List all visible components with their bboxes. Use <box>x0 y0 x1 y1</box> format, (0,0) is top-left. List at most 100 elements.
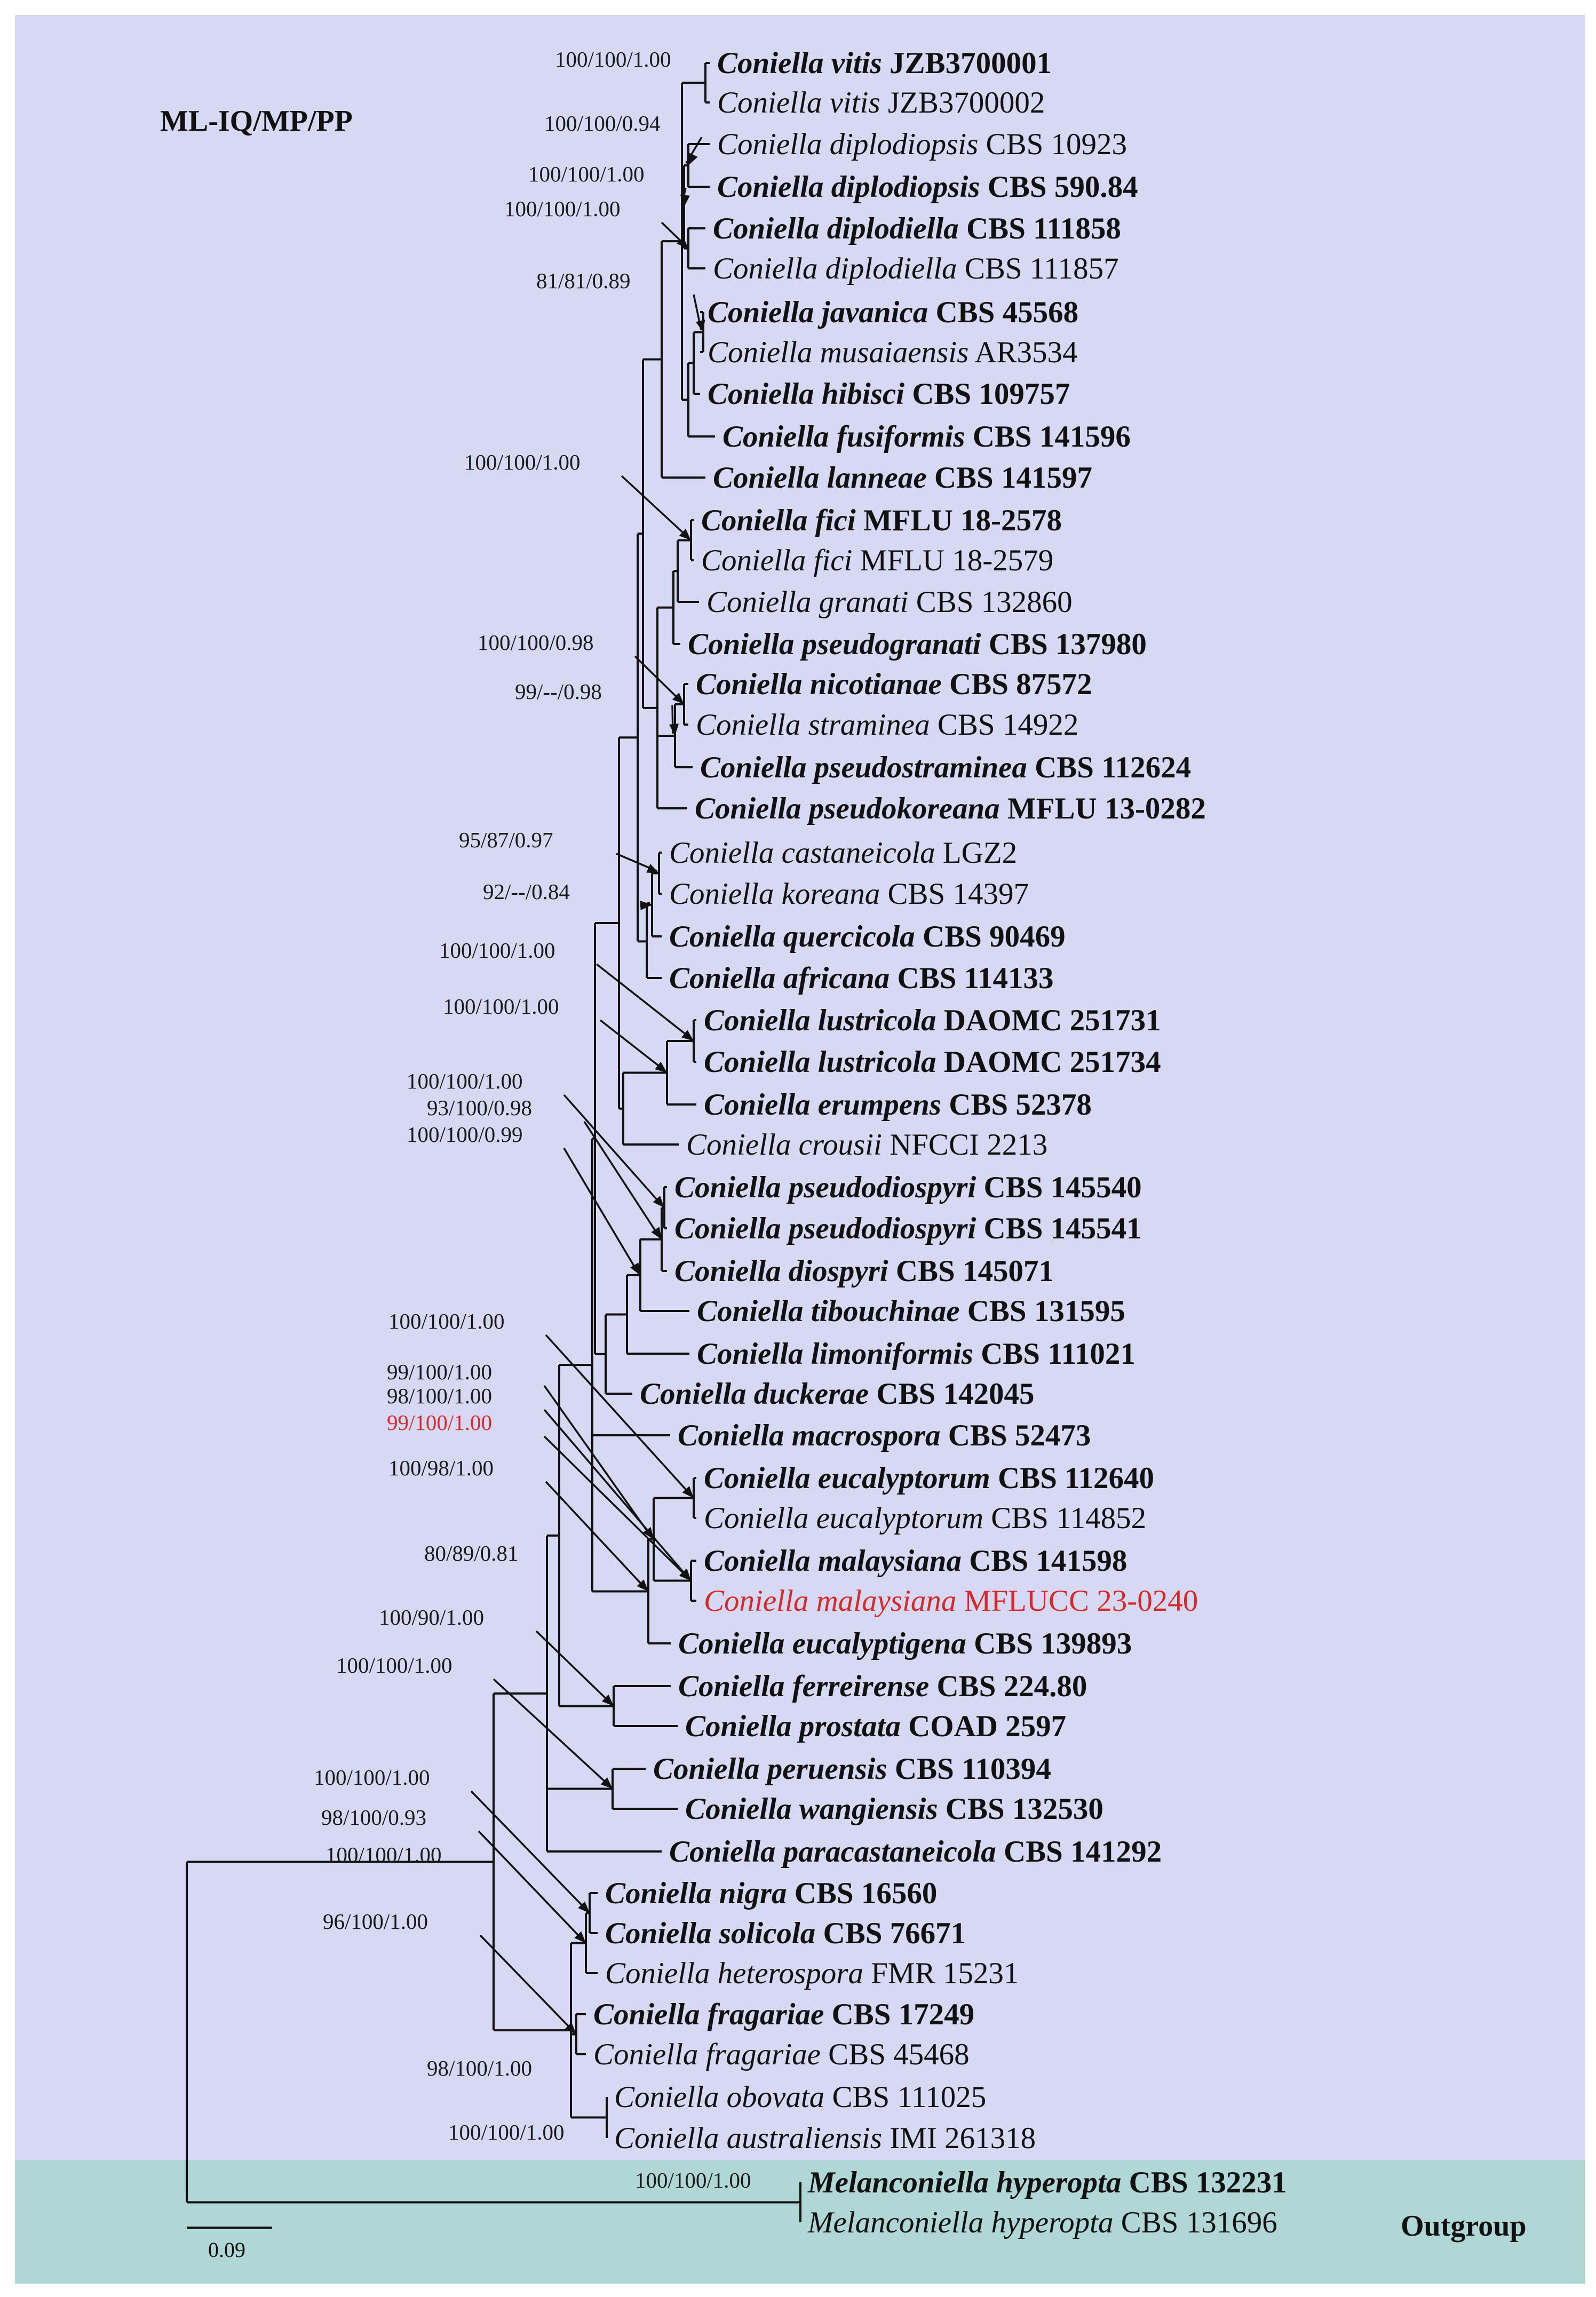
support-pointer <box>583 1121 661 1238</box>
support-pointer-arrowhead <box>695 319 705 332</box>
support-pointer <box>634 655 683 703</box>
taxon-label: Coniella limoniformis CBS 111021 <box>697 1337 1136 1371</box>
support-value: 98/100/1.00 <box>427 2056 532 2080</box>
strain-number: CBS 139893 <box>966 1627 1132 1660</box>
taxon-label: Melanconiella hyperopta CBS 131696 <box>807 2206 1277 2239</box>
strain-number: CBS 141597 <box>927 461 1092 495</box>
species-name: Coniella obovata <box>614 2080 824 2114</box>
support-pointer <box>543 1435 690 1579</box>
support-pointer <box>493 1678 612 1787</box>
taxon-label: Coniella duckerae CBS 142045 <box>640 1377 1034 1411</box>
support-pointer <box>479 1934 575 2033</box>
species-name: Coniella fici <box>701 504 856 537</box>
species-name: Coniella peruensis <box>653 1752 887 1786</box>
support-pointer <box>563 1094 663 1206</box>
support-pointer <box>599 1019 666 1071</box>
strain-number: CBS 141596 <box>965 420 1131 454</box>
species-name: Coniella duckerae <box>640 1377 869 1411</box>
taxon-label: Coniella tibouchinae CBS 131595 <box>697 1294 1125 1328</box>
taxon-label: Coniella heterospora FMR 15231 <box>605 1957 1019 1990</box>
support-pointer-arrowhead <box>680 195 690 207</box>
species-name: Coniella wangiensis <box>685 1792 938 1826</box>
species-name: Coniella pseudogranati <box>688 627 981 661</box>
support-value: 100/100/0.94 <box>544 111 661 136</box>
species-name: Coniella eucalyptigena <box>678 1627 966 1660</box>
species-name: Coniella solicola <box>605 1917 815 1950</box>
support-value: 100/100/1.00 <box>325 1842 442 1867</box>
taxon-label: Coniella lustricola DAOMC 251734 <box>704 1045 1161 1079</box>
species-name: Coniella malaysiana <box>704 1544 962 1578</box>
strain-number: CBS 132860 <box>908 585 1072 619</box>
support-pointer-arrowhead <box>565 2022 576 2034</box>
support-pointer <box>543 1409 690 1579</box>
support-pointer <box>478 1830 585 1942</box>
strain-number: CBS 142045 <box>869 1377 1034 1411</box>
species-name: Coniella erumpens <box>704 1088 941 1122</box>
taxon-label: Coniella malaysiana MFLUCC 23-0240 <box>704 1584 1198 1618</box>
species-name: Coniella fici <box>701 544 852 577</box>
taxon-label: Coniella fusiformis CBS 141596 <box>722 420 1131 454</box>
strain-number: CBS 590.84 <box>980 170 1138 204</box>
taxon-label: Coniella paracastaneicola CBS 141292 <box>669 1835 1162 1869</box>
taxon-label: Coniella pseudodiospyri CBS 145540 <box>674 1171 1142 1204</box>
strain-number: MFLUCC 23-0240 <box>956 1584 1198 1618</box>
taxon-label: Coniella australiensis IMI 261318 <box>614 2121 1036 2155</box>
species-name: Coniella prostata <box>685 1710 901 1743</box>
species-name: Coniella paracastaneicola <box>669 1835 996 1869</box>
support-pointer <box>621 475 690 539</box>
support-value: 100/100/1.00 <box>635 2168 751 2192</box>
species-name: Coniella africana <box>669 961 890 995</box>
taxon-label: Coniella ferreirense CBS 224.80 <box>678 1670 1087 1703</box>
strain-number: NFCCI 2213 <box>882 1128 1047 1162</box>
strain-number: CBS 76671 <box>815 1917 966 1950</box>
strain-number: CBS 224.80 <box>929 1670 1087 1703</box>
support-pointer-arrowhead <box>601 1694 614 1706</box>
strain-number: AR3534 <box>968 336 1077 369</box>
species-name: Coniella musaiaensis <box>708 336 968 369</box>
taxon-label: Coniella diplodiopsis CBS 10923 <box>717 128 1127 161</box>
strain-number: CBS 131595 <box>960 1294 1125 1328</box>
support-pointer <box>545 1334 693 1497</box>
species-name: Coniella australiensis <box>614 2121 882 2155</box>
strain-number: CBS 114852 <box>983 1501 1146 1535</box>
strain-number: CBS 87572 <box>942 667 1092 701</box>
support-pointer-arrowhead <box>688 153 698 165</box>
support-value: 100/100/1.00 <box>504 196 621 221</box>
taxon-label: Coniella nicotianae CBS 87572 <box>696 667 1092 701</box>
strain-number: CBS 111021 <box>973 1337 1136 1371</box>
species-name: Coniella fragariae <box>593 2038 821 2071</box>
support-value: 100/98/1.00 <box>388 1456 494 1480</box>
support-value: 100/100/1.00 <box>528 162 645 186</box>
strain-number: COAD 2597 <box>901 1710 1066 1743</box>
strain-number: CBS 145071 <box>888 1254 1054 1288</box>
taxon-label: Coniella diplodiopsis CBS 590.84 <box>717 170 1138 204</box>
taxon-label: Coniella quercicola CBS 90469 <box>669 920 1066 953</box>
strain-number: FMR 15231 <box>863 1957 1019 1990</box>
taxon-label: Coniella crousii NFCCI 2213 <box>686 1128 1047 1162</box>
strain-number: DAOMC 251734 <box>936 1045 1161 1079</box>
strain-number: CBS 16560 <box>787 1877 938 1910</box>
species-name: Coniella diospyri <box>674 1254 888 1288</box>
species-name: Coniella malaysiana <box>704 1584 956 1618</box>
species-name: Coniella pseudostraminea <box>700 751 1027 784</box>
support-pointer-arrowhead <box>642 1527 654 1539</box>
taxon-label: Coniella malaysiana CBS 141598 <box>704 1544 1127 1578</box>
strain-number: CBS 111857 <box>957 252 1119 285</box>
support-pointer-arrowhead <box>600 1777 613 1789</box>
taxon-label: Coniella pseudodiospyri CBS 145541 <box>674 1212 1142 1245</box>
taxon-label: Coniella fragariae CBS 17249 <box>593 1998 974 2031</box>
taxon-label: Coniella pseudogranati CBS 137980 <box>688 627 1147 661</box>
taxon-label: Coniella vitis JZB3700002 <box>717 86 1045 120</box>
strain-number: CBS 52473 <box>940 1419 1091 1452</box>
support-value: 100/100/1.00 <box>448 2120 565 2144</box>
support-value: 100/100/1.00 <box>336 1653 452 1678</box>
support-pointer-arrowhead <box>637 1579 648 1592</box>
taxon-label: Coniella fici MFLU 18-2579 <box>701 544 1053 577</box>
strain-number: MFLU 13-0282 <box>1000 792 1206 825</box>
taxon-label: Coniella diplodiella CBS 111858 <box>713 212 1121 245</box>
support-pointer-arrowhead <box>672 693 684 704</box>
taxon-label: Coniella eucalyptorum CBS 112640 <box>704 1461 1154 1495</box>
strain-number: CBS 17249 <box>824 1998 974 2031</box>
